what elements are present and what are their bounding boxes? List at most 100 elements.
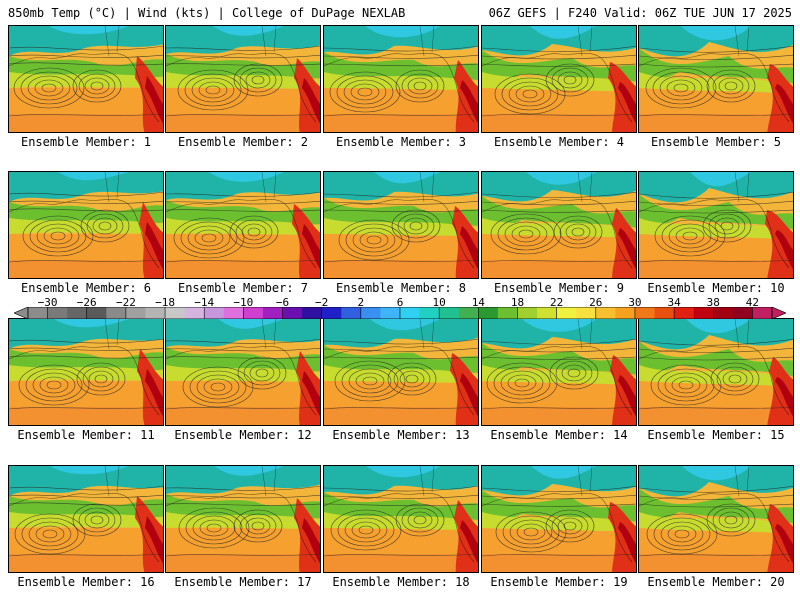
ensemble-map-16 xyxy=(8,465,164,573)
colorbar-swatch xyxy=(321,307,342,319)
colorbar-swatch xyxy=(243,307,264,319)
ensemble-member-label: Ensemble Member: 5 xyxy=(650,135,782,149)
colorbar-tick-labels: −30 −26 −22 −18 −14 −10 −6 −2 2 6 10 14 18 22 26 30 34 38… xyxy=(0,297,800,309)
run-valid-time: 06Z GEFS | F240 Valid: 06Z TUE JUN 17 20… xyxy=(488,6,792,20)
ensemble-member-label: Ensemble Member: 18 xyxy=(332,575,470,589)
colorbar-swatch xyxy=(223,307,244,319)
colorbar-swatch xyxy=(125,307,146,319)
ensemble-map-1 xyxy=(8,25,164,133)
colorbar-swatch xyxy=(165,307,186,319)
colorbar-swatch xyxy=(634,307,656,319)
colorbar-tick-label: 26 xyxy=(589,296,603,309)
ensemble-map-20 xyxy=(638,465,794,573)
colorbar-swatch xyxy=(380,307,401,319)
ensemble-map-13 xyxy=(323,318,479,426)
colorbar-tick-label: 2 xyxy=(357,296,365,309)
colorbar-swatch xyxy=(419,307,440,319)
colorbar-swatch xyxy=(478,307,499,319)
ensemble-member-label: Ensemble Member: 17 xyxy=(174,575,312,589)
ensemble-member-label: Ensemble Member: 11 xyxy=(17,428,155,442)
colorbar-tick-label: −14 xyxy=(194,296,215,309)
colorbar-tick-label: 18 xyxy=(510,296,525,309)
ensemble-map-17 xyxy=(165,465,321,573)
colorbar-swatch xyxy=(145,307,166,319)
colorbar-swatch xyxy=(439,307,460,319)
ensemble-map-6 xyxy=(8,171,164,279)
colorbar-swatch xyxy=(674,307,695,319)
colorbar-swatch xyxy=(752,307,773,319)
colorbar-swatch xyxy=(282,307,303,319)
ensemble-member-label: Ensemble Member: 7 xyxy=(177,281,309,295)
ensemble-member-label: Ensemble Member: 2 xyxy=(177,135,309,149)
colorbar-tick-label: −6 xyxy=(275,296,290,309)
ensemble-member-label: Ensemble Member: 4 xyxy=(493,135,625,149)
colorbar-swatch xyxy=(302,307,323,319)
colorbar-tick-label: 38 xyxy=(706,296,720,309)
ensemble-map-4 xyxy=(481,25,637,133)
colorbar-tick-label: 6 xyxy=(396,296,404,309)
colorbar-swatch xyxy=(693,307,714,319)
colorbar-tick-label: −10 xyxy=(233,296,254,309)
ensemble-member-label: Ensemble Member: 9 xyxy=(493,281,625,295)
colorbar-tick-label: 22 xyxy=(550,296,564,309)
ensemble-map-11 xyxy=(8,318,164,426)
colorbar-high-arrow xyxy=(771,307,786,319)
ensemble-member-label: Ensemble Member: 10 xyxy=(647,281,785,295)
colorbar-low-arrow xyxy=(14,307,29,319)
colorbar-swatch xyxy=(556,307,577,319)
colorbar-swatch xyxy=(106,307,127,319)
colorbar-swatch xyxy=(67,307,88,319)
ensemble-member-label: Ensemble Member: 8 xyxy=(335,281,467,295)
colorbar-tick-label: 14 xyxy=(471,296,485,309)
colorbar-tick-label: −26 xyxy=(76,296,97,309)
colorbar-swatch xyxy=(86,307,107,319)
ensemble-member-label: Ensemble Member: 13 xyxy=(332,428,470,442)
colorbar-swatch xyxy=(28,307,49,319)
colorbar-swatch xyxy=(360,307,381,319)
colorbar-tick-label: 30 xyxy=(628,296,642,309)
ensemble-member-label: Ensemble Member: 16 xyxy=(17,575,155,589)
ensemble-member-label: Ensemble Member: 19 xyxy=(490,575,628,589)
colorbar-swatch xyxy=(595,307,616,319)
ensemble-map-7 xyxy=(165,171,321,279)
colorbar-swatch xyxy=(262,307,284,319)
colorbar-tick-label: −22 xyxy=(115,296,136,309)
colorbar-swatch xyxy=(458,307,479,319)
colorbar-swatch xyxy=(47,307,68,319)
colorbar-tick-label: 34 xyxy=(667,296,681,309)
ensemble-map-15 xyxy=(638,318,794,426)
ensemble-map-3 xyxy=(323,25,479,133)
colorbar-tick-label: 10 xyxy=(432,296,446,309)
colorbar-swatch xyxy=(654,307,675,319)
ensemble-member-label: Ensemble Member: 14 xyxy=(490,428,628,442)
ensemble-map-18 xyxy=(323,465,479,573)
colorbar-tick-label: −30 xyxy=(37,296,58,309)
ensemble-map-14 xyxy=(481,318,637,426)
ensemble-member-label: Ensemble Member: 12 xyxy=(174,428,312,442)
ensemble-member-label: Ensemble Member: 3 xyxy=(335,135,467,149)
colorbar-swatch xyxy=(517,307,538,319)
colorbar-swatch xyxy=(184,307,205,319)
ensemble-member-label: Ensemble Member: 1 xyxy=(20,135,152,149)
temperature-colorbar xyxy=(14,307,786,319)
ensemble-map-10 xyxy=(638,171,794,279)
ensemble-map-9 xyxy=(481,171,637,279)
ensemble-member-label: Ensemble Member: 6 xyxy=(20,281,152,295)
colorbar-tick-label: −2 xyxy=(315,296,329,309)
ensemble-map-19 xyxy=(481,465,637,573)
ensemble-map-2 xyxy=(165,25,321,133)
colorbar-swatch xyxy=(341,307,362,319)
chart-title: 850mb Temp (°C) | Wind (kts) | College o… xyxy=(8,6,406,20)
colorbar-swatch xyxy=(732,307,753,319)
colorbar-swatch xyxy=(576,307,597,319)
ensemble-map-12 xyxy=(165,318,321,426)
colorbar-tick-label: −18 xyxy=(155,296,175,309)
colorbar-tick-label: 42 xyxy=(745,296,760,309)
ensemble-member-label: Ensemble Member: 20 xyxy=(647,575,785,589)
colorbar-swatch xyxy=(400,307,421,319)
colorbar-swatch xyxy=(615,307,636,319)
ensemble-map-5 xyxy=(638,25,794,133)
colorbar-swatch xyxy=(204,307,225,319)
colorbar-swatch xyxy=(537,307,558,319)
colorbar-swatch xyxy=(497,307,518,319)
